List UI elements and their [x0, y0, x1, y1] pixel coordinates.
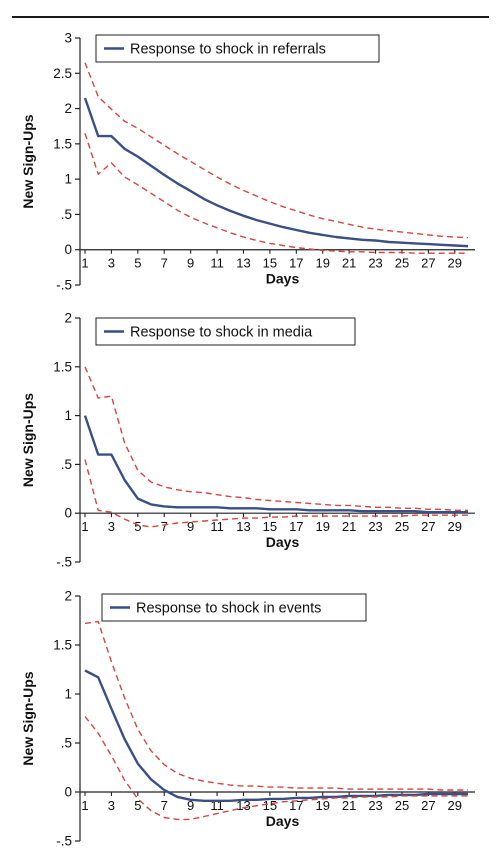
x-axis-title: Days [266, 534, 300, 550]
x-tick-label: 3 [108, 519, 115, 534]
x-tick-label: 29 [448, 256, 462, 271]
x-tick-label: 15 [263, 519, 277, 534]
x-tick-label: 19 [315, 256, 329, 271]
x-tick-label: 11 [210, 519, 224, 534]
lower-confidence-line [84, 133, 468, 254]
top-rule [12, 16, 489, 18]
x-tick-label: 1 [81, 798, 88, 813]
y-axis-title: New Sign-Ups [20, 671, 36, 765]
y-tick-label: 0 [64, 785, 72, 800]
legend: Response to shock in media [95, 317, 356, 346]
y-tick-label: 1.5 [53, 359, 72, 374]
legend-box [95, 317, 356, 346]
x-tick-label: 5 [134, 798, 141, 813]
x-tick-label: 19 [315, 798, 329, 813]
x-tick-label: 11 [210, 256, 224, 271]
upper-confidence-line [84, 366, 468, 511]
chart-panel-2: 21.51.50-.51 3 5 7 9 11 13 15 17 19 21 23 25 27 29Days… [20, 311, 475, 570]
y-tick-label: 1 [64, 687, 72, 702]
x-tick-label: 15 [263, 798, 277, 813]
y-axis-title: New Sign-Ups [20, 114, 36, 208]
x-tick-label: 23 [368, 519, 382, 534]
x-tick-label: 5 [134, 519, 141, 534]
y-tick-label: .5 [61, 736, 72, 751]
x-tick-label: 25 [395, 256, 409, 271]
x-tick-label: 29 [448, 519, 462, 534]
x-tick-label: 27 [421, 798, 435, 813]
upper-confidence-line [84, 62, 469, 239]
y-tick-label: 1 [64, 408, 72, 423]
chart-panel-3: 21.51.50-.51 3 5 7 9 11 13 15 17 19 21 23 25 27 29Days… [20, 589, 475, 849]
x-tick-label: 21 [342, 798, 356, 813]
x-tick-label: 17 [289, 256, 303, 271]
x-tick-label: 15 [263, 256, 277, 271]
y-tick-label: -.5 [56, 555, 72, 570]
y-tick-label: 2.5 [53, 66, 72, 81]
chart-panel-1: 32.521.51.50-.51 3 5 7 9 11 13 15 17 19 21 23 25 27 29… [20, 31, 475, 293]
lower-confidence-line [84, 459, 468, 528]
x-tick-label: 3 [108, 798, 115, 813]
x-tick-label: 9 [187, 798, 194, 813]
x-tick-label: 23 [368, 256, 382, 271]
x-tick-label: 21 [342, 256, 356, 271]
legend-label: Response to shock in events [136, 601, 321, 617]
y-tick-label: .5 [61, 457, 72, 472]
x-tick-label: 19 [315, 519, 329, 534]
x-tick-label: 27 [421, 519, 435, 534]
upper-confidence-line [84, 620, 468, 791]
x-tick-label: 23 [368, 798, 382, 813]
x-tick-label: 9 [187, 256, 194, 271]
x-tick-label: 13 [236, 798, 250, 813]
y-tick-label: 2 [64, 101, 72, 116]
y-tick-label: 3 [64, 31, 72, 46]
x-tick-label: 7 [161, 798, 168, 813]
x-tick-label: 25 [395, 519, 409, 534]
x-tick-label: 21 [342, 519, 356, 534]
response-line [83, 415, 468, 514]
y-tick-label: .5 [61, 207, 72, 222]
legend: Response to shock in referrals [95, 34, 380, 63]
x-tick-label: 7 [161, 256, 168, 271]
response-line [83, 97, 469, 248]
y-tick-label: 1.5 [53, 638, 72, 653]
y-tick-label: -.5 [56, 278, 72, 293]
x-tick-label: 25 [395, 798, 409, 813]
x-tick-label: 7 [161, 519, 168, 534]
legend-box [101, 593, 367, 622]
x-tick-label: 13 [236, 256, 250, 271]
y-tick-label: -.5 [56, 834, 72, 849]
y-tick-label: 2 [64, 589, 72, 604]
x-tick-label: 1 [81, 519, 88, 534]
x-tick-label: 27 [421, 256, 435, 271]
y-tick-label: 2 [64, 311, 72, 326]
x-tick-label: 17 [289, 519, 303, 534]
y-tick-label: 1 [64, 172, 72, 187]
legend-box [95, 34, 380, 63]
y-tick-label: 0 [64, 242, 72, 257]
x-tick-label: 29 [448, 798, 462, 813]
x-tick-label: 5 [134, 256, 141, 271]
x-tick-label: 3 [108, 256, 115, 271]
x-tick-label: 13 [236, 519, 250, 534]
lower-confidence-line [84, 716, 468, 821]
x-tick-label: 1 [81, 256, 88, 271]
legend-label: Response to shock in media [130, 325, 313, 341]
response-line [84, 669, 468, 802]
x-axis-title: Days [266, 813, 300, 829]
y-tick-label: 0 [64, 506, 72, 521]
x-axis-title: Days [266, 271, 300, 287]
legend: Response to shock in events [101, 593, 367, 622]
y-tick-label: 1.5 [53, 136, 72, 151]
x-tick-label: 9 [187, 519, 194, 534]
y-axis-title: New Sign-Ups [20, 393, 36, 487]
legend-label: Response to shock in referrals [130, 42, 326, 58]
